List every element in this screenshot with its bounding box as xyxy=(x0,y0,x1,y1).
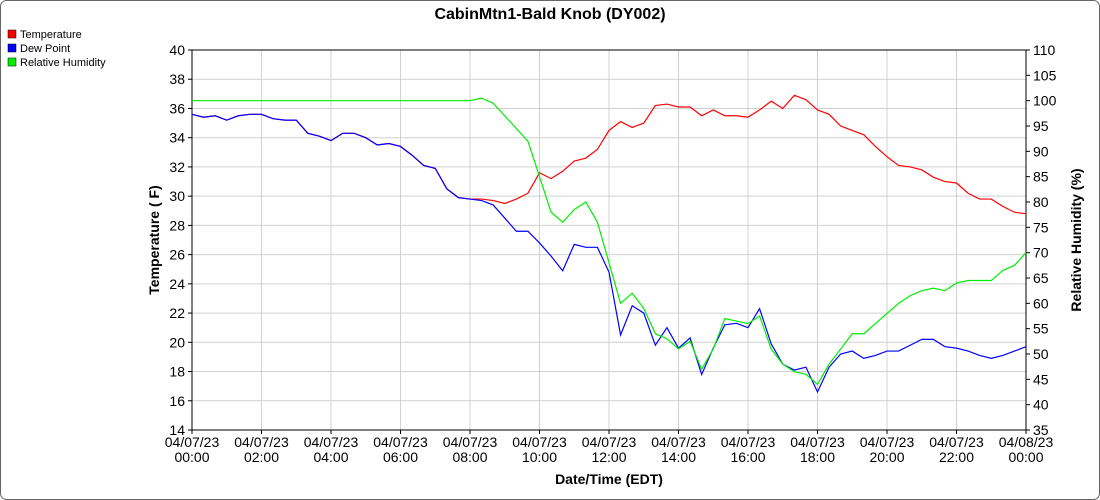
x-tick-label: 04/07/23 00:00 xyxy=(165,434,220,465)
x-tick-label: 04/07/23 14:00 xyxy=(651,434,706,465)
legend-swatch xyxy=(7,57,17,67)
y-tick-label: 36 xyxy=(169,100,185,116)
legend-swatch xyxy=(7,43,17,53)
y-tick-label: 16 xyxy=(169,393,185,409)
x-tick-label: 04/07/23 20:00 xyxy=(860,434,915,465)
y2-tick-label: 40 xyxy=(1033,397,1049,413)
x-tick-label: 04/08/23 00:00 xyxy=(999,434,1054,465)
series-line xyxy=(192,97,1027,386)
x-axis-title: Date/Time (EDT) xyxy=(555,471,663,487)
x-tick-label: 04/07/23 18:00 xyxy=(790,434,845,465)
y-tick-label: 34 xyxy=(169,130,185,146)
x-tick-label: 04/07/23 22:00 xyxy=(929,434,984,465)
chart-title: CabinMtn1-Bald Knob (DY002) xyxy=(434,6,665,23)
x-tick-label: 04/07/23 10:00 xyxy=(512,434,567,465)
plot-border xyxy=(191,49,1027,431)
y2-tick-label: 90 xyxy=(1033,143,1049,159)
y2-tick-label: 80 xyxy=(1033,194,1049,210)
y-tick-label: 28 xyxy=(169,217,185,233)
y2-tick-label: 85 xyxy=(1033,169,1049,185)
y-tick-label: 32 xyxy=(169,159,185,175)
x-tick-label: 04/07/23 04:00 xyxy=(304,434,359,465)
legend-label: Dew Point xyxy=(20,43,70,55)
legend-swatch xyxy=(7,29,17,39)
y2-tick-label: 50 xyxy=(1033,346,1049,362)
y2-tick-label: 60 xyxy=(1033,295,1049,311)
legend-label: Relative Humidity xyxy=(20,57,106,69)
y-tick-label: 22 xyxy=(169,305,185,321)
y-tick-label: 24 xyxy=(169,276,185,292)
legend-label: Temperature xyxy=(20,29,82,41)
y-tick-label: 18 xyxy=(169,364,185,380)
series-line xyxy=(191,113,1027,394)
y2-tick-label: 35 xyxy=(1033,422,1049,438)
y-tick-label: 14 xyxy=(169,422,185,438)
y-axis-title: Temperature ( F) xyxy=(146,185,162,294)
y-tick-label: 20 xyxy=(169,334,185,350)
y2-tick-label: 95 xyxy=(1033,118,1049,134)
x-tick-label: 04/07/23 08:00 xyxy=(443,434,498,465)
y2-tick-label: 55 xyxy=(1033,321,1049,337)
x-tick-label: 04/07/23 16:00 xyxy=(721,434,776,465)
y2-tick-label: 105 xyxy=(1033,67,1057,83)
y-tick-label: 30 xyxy=(169,188,185,204)
y2-tick-label: 45 xyxy=(1033,371,1049,387)
y-tick-label: 38 xyxy=(169,71,185,87)
y2-axis-title: Relative Humidity (%) xyxy=(1068,168,1084,311)
y2-tick-label: 70 xyxy=(1033,245,1049,261)
x-tick-label: 04/07/23 12:00 xyxy=(582,434,637,465)
y-tick-label: 40 xyxy=(169,42,185,58)
y2-tick-label: 65 xyxy=(1033,270,1049,286)
y-tick-label: 26 xyxy=(169,247,185,263)
y2-tick-label: 75 xyxy=(1033,219,1049,235)
x-tick-label: 04/07/23 02:00 xyxy=(234,434,289,465)
y2-tick-label: 110 xyxy=(1033,42,1056,58)
y2-tick-label: 100 xyxy=(1033,93,1057,109)
x-tick-label: 04/07/23 06:00 xyxy=(373,434,428,465)
